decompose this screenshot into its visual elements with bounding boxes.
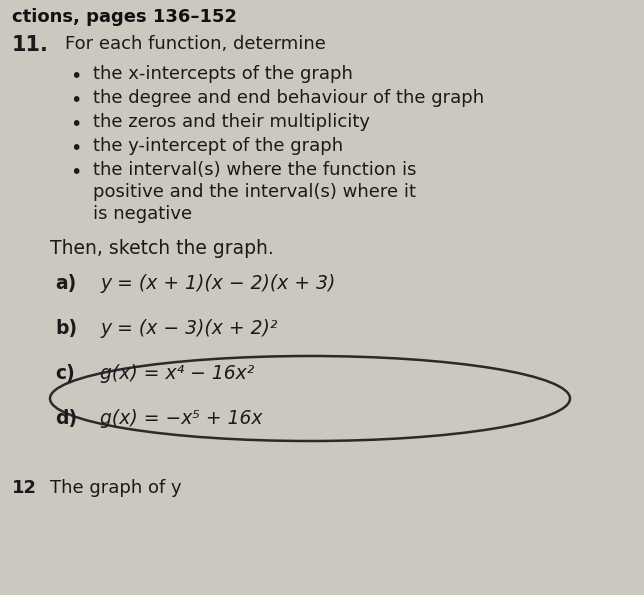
Text: •: • [70, 67, 81, 86]
Text: 12: 12 [12, 479, 37, 497]
Text: •: • [70, 163, 81, 182]
Text: the degree and end behaviour of the graph: the degree and end behaviour of the grap… [93, 89, 484, 107]
Text: y = (x − 3)(x + 2)²: y = (x − 3)(x + 2)² [100, 319, 278, 338]
Text: •: • [70, 139, 81, 158]
Text: •: • [70, 115, 81, 134]
Text: b): b) [55, 319, 77, 338]
Text: The graph of y: The graph of y [50, 479, 182, 497]
Text: a): a) [55, 274, 76, 293]
Text: the x-intercepts of the graph: the x-intercepts of the graph [93, 65, 353, 83]
Text: c): c) [55, 364, 75, 383]
Text: y = (x + 1)(x − 2)(x + 3): y = (x + 1)(x − 2)(x + 3) [100, 274, 336, 293]
Text: the y-intercept of the graph: the y-intercept of the graph [93, 137, 343, 155]
Text: For each function, determine: For each function, determine [65, 35, 326, 53]
Text: g(x) = −x⁵ + 16x: g(x) = −x⁵ + 16x [100, 409, 263, 428]
Text: 11.: 11. [12, 35, 49, 55]
Text: the zeros and their multiplicity: the zeros and their multiplicity [93, 113, 370, 131]
Text: Then, sketch the graph.: Then, sketch the graph. [50, 239, 274, 258]
Text: ctions, pages 136–152: ctions, pages 136–152 [12, 8, 237, 26]
Text: d): d) [55, 409, 77, 428]
Text: •: • [70, 91, 81, 110]
Text: the interval(s) where the function is: the interval(s) where the function is [93, 161, 417, 179]
Text: is negative: is negative [93, 205, 192, 223]
Text: positive and the interval(s) where it: positive and the interval(s) where it [93, 183, 416, 201]
Text: g(x) = x⁴ − 16x²: g(x) = x⁴ − 16x² [100, 364, 254, 383]
